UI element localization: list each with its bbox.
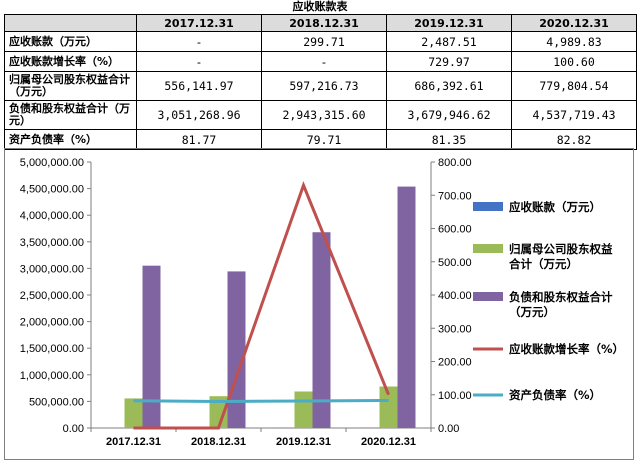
table-cell: 299.71	[261, 31, 387, 52]
table-row: 应收账款增长率（%） - - 729.97 100.60	[4, 51, 637, 72]
x-axis-tick-label: 2017.12.31	[106, 436, 161, 448]
row-label: 归属母公司股东权益合计（万元）	[4, 71, 137, 101]
table-cell: 2,487.51	[386, 31, 512, 52]
left-axis-tick-label: 0.00	[63, 423, 84, 435]
right-axis-tick-label: 500.00	[438, 257, 472, 269]
series-point	[218, 427, 219, 429]
table-cell: -	[136, 31, 262, 52]
bar	[379, 386, 398, 428]
chart-frame: 0.00 500,000.00 1,000,000.00 1,500,000.00 2,…	[4, 148, 634, 460]
table-cell: 556,141.97	[136, 71, 262, 101]
series-point	[388, 394, 389, 396]
table-cell: 779,804.54	[511, 71, 637, 101]
table-cell: 81.77	[136, 129, 262, 150]
table-cell: 2,943,315.60	[261, 100, 387, 130]
bar	[227, 271, 246, 428]
series-point	[303, 400, 304, 402]
receivables-table: 2017.12.31 2018.12.31 2019.12.31 2020.12…	[4, 14, 637, 150]
table-cell: 100.60	[511, 51, 637, 72]
table-cell: 4,537,719.43	[511, 100, 637, 130]
table-cell: 729.97	[386, 51, 512, 72]
row-label: 负债和股东权益合计（万元）	[4, 100, 137, 130]
left-axis-tick-label: 4,500,000.00	[20, 184, 84, 196]
left-axis-tick-label: 1,000,000.00	[20, 370, 84, 382]
table-row: 资产负债率（%） 81.77 79.71 81.35 82.82	[4, 129, 637, 150]
series-point	[303, 184, 304, 186]
right-axis-tick-label: 800.00	[438, 157, 472, 169]
table-row: 归属母公司股东权益合计（万元） 556,141.97 597,216.73 68…	[4, 71, 637, 101]
bar	[142, 265, 161, 428]
left-axis-tick-label: 4,000,000.00	[20, 210, 84, 222]
bar	[209, 396, 228, 428]
table-cell: -	[261, 51, 387, 72]
bar	[294, 391, 313, 428]
row-label: 资产负债率（%）	[4, 129, 137, 150]
right-axis-tick-label: 300.00	[438, 323, 472, 335]
right-axis-tick-label: 100.00	[438, 390, 472, 402]
left-axis-tick-label: 2,000,000.00	[20, 317, 84, 329]
table-caption: 应收账款表	[292, 0, 348, 13]
series-point	[133, 400, 134, 402]
legend-label: 应收账款增长率（%）	[509, 342, 624, 356]
table-cell: 4,989.83	[511, 31, 637, 52]
table-cell: 3,051,268.96	[136, 100, 262, 130]
table-cell: 82.82	[511, 129, 637, 150]
header-cell: 2019.12.31	[386, 14, 512, 32]
x-axis-tick-label: 2019.12.31	[276, 436, 331, 448]
x-axis-tick-label: 2018.12.31	[191, 436, 246, 448]
series-line	[133, 181, 390, 430]
series-point	[133, 427, 134, 429]
table-row: 负债和股东权益合计（万元） 3,051,268.96 2,943,315.60 …	[4, 100, 637, 130]
left-axis-tick-label: 1,500,000.00	[20, 343, 84, 355]
series-line	[133, 398, 389, 403]
legend-label: 归属母公司股东权益	[509, 242, 613, 256]
table-row: 应收账款（万元） - 299.71 2,487.51 4,989.83	[4, 31, 637, 52]
table-header-row: 2017.12.31 2018.12.31 2019.12.31 2020.12…	[4, 14, 637, 32]
table-cell: 686,392.61	[386, 71, 512, 101]
right-axis-tick-label: 200.00	[438, 357, 472, 369]
right-axis-tick-label: 700.00	[438, 190, 472, 202]
header-cell	[4, 14, 137, 32]
legend-swatch	[473, 202, 503, 211]
legend-label: 负债和股东权益合计	[509, 290, 613, 304]
table-cell: 597,216.73	[261, 71, 387, 101]
right-axis-tick-label: 400.00	[438, 290, 472, 302]
left-axis-tick-label: 3,000,000.00	[20, 263, 84, 275]
left-axis-tick-label: 2,500,000.00	[20, 290, 84, 302]
legend-label: 资产负债率（%）	[509, 388, 601, 402]
legend-label: 应收账款（万元）	[509, 200, 601, 214]
header-cell: 2017.12.31	[136, 14, 262, 32]
table-cell: 79.71	[261, 129, 387, 150]
left-axis-tick-label: 3,500,000.00	[20, 237, 84, 249]
bar	[124, 398, 143, 428]
legend-label: （万元）	[509, 305, 555, 319]
x-axis-tick-label: 2020.12.31	[361, 436, 416, 448]
header-cell: 2018.12.31	[261, 14, 387, 32]
row-label: 应收账款增长率（%）	[4, 51, 137, 72]
right-axis-tick-label: 600.00	[438, 224, 472, 236]
bar	[312, 232, 331, 428]
legend-label: 合计（万元）	[509, 257, 578, 271]
legend-swatch	[473, 292, 503, 301]
bar	[397, 186, 416, 428]
combo-chart: 0.00 500,000.00 1,000,000.00 1,500,000.00 2,…	[20, 157, 624, 448]
header-cell: 2020.12.31	[511, 14, 637, 32]
series-point	[388, 399, 389, 401]
left-axis-tick-label: 500,000.00	[29, 396, 84, 408]
series-point	[218, 400, 219, 402]
table-cell: -	[136, 51, 262, 72]
row-label: 应收账款（万元）	[4, 31, 137, 52]
table-cell: 81.35	[386, 129, 512, 150]
right-axis-tick-label: 0.00	[438, 423, 459, 435]
legend-swatch	[473, 244, 503, 253]
left-axis-tick-label: 5,000,000.00	[20, 157, 84, 169]
table-cell: 3,679,946.62	[386, 100, 512, 130]
